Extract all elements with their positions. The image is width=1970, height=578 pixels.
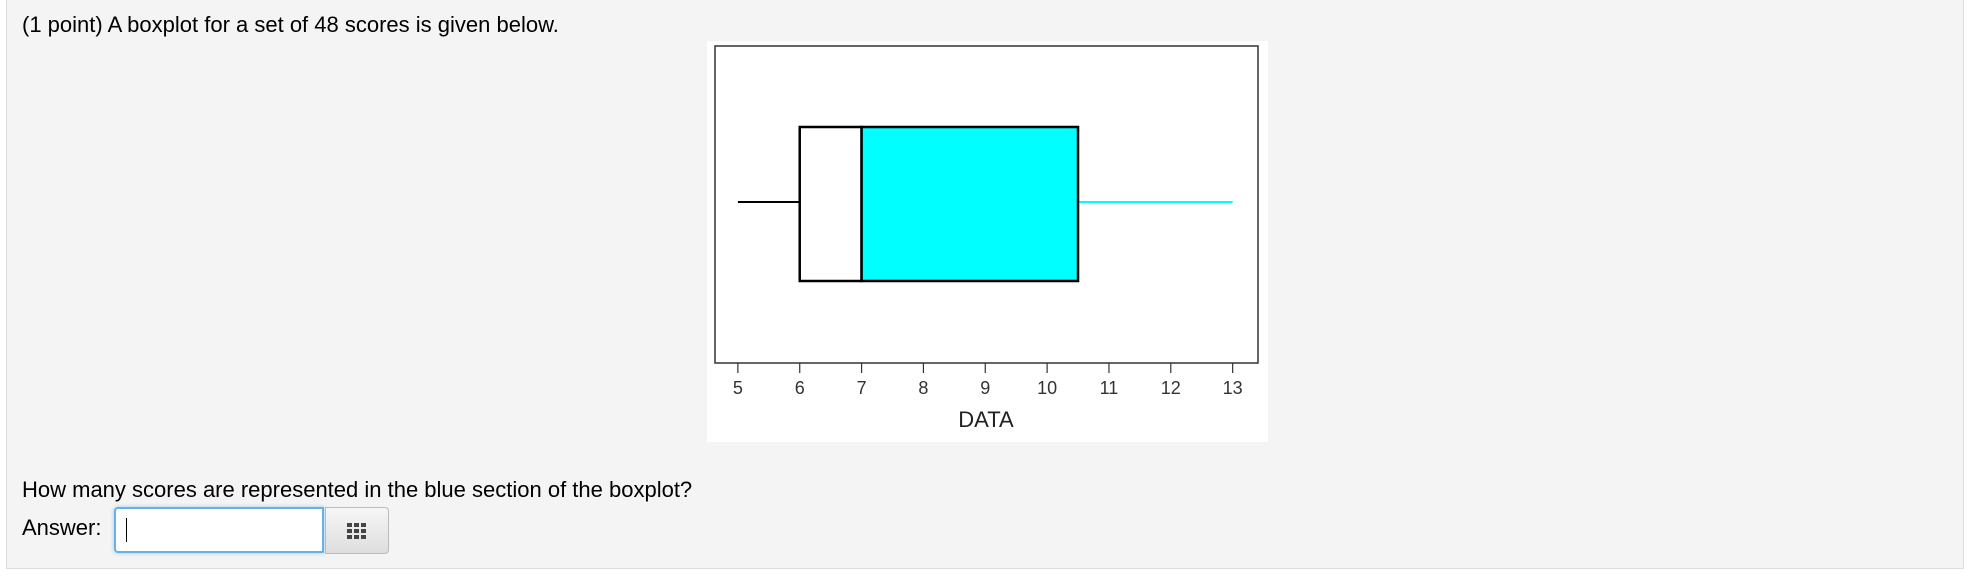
upper-box (860, 125, 1080, 283)
x-tick-label: 13 (1223, 378, 1243, 398)
x-tick-label: 9 (980, 378, 990, 398)
equation-button[interactable] (325, 507, 389, 554)
plot-frame (714, 45, 1259, 364)
x-tick-label: 5 (733, 378, 743, 398)
x-tick-label: 10 (1037, 378, 1057, 398)
x-tick-label: 11 (1100, 378, 1119, 398)
x-tick-label: 6 (795, 378, 805, 398)
x-axis-label: DATA (958, 407, 1014, 432)
question: How many scores are represented in the b… (22, 477, 693, 502)
answer-input[interactable] (114, 507, 324, 553)
lower-box (798, 125, 863, 283)
grid-icon (347, 523, 366, 539)
prompt: (1 point) A boxplot for a set of 48 scor… (22, 12, 559, 37)
x-tick-label: 8 (918, 378, 928, 398)
x-tick-label: 7 (857, 378, 867, 398)
x-tick-label: 12 (1161, 378, 1181, 398)
answer-label: Answer: (22, 515, 102, 540)
caret (126, 518, 127, 542)
